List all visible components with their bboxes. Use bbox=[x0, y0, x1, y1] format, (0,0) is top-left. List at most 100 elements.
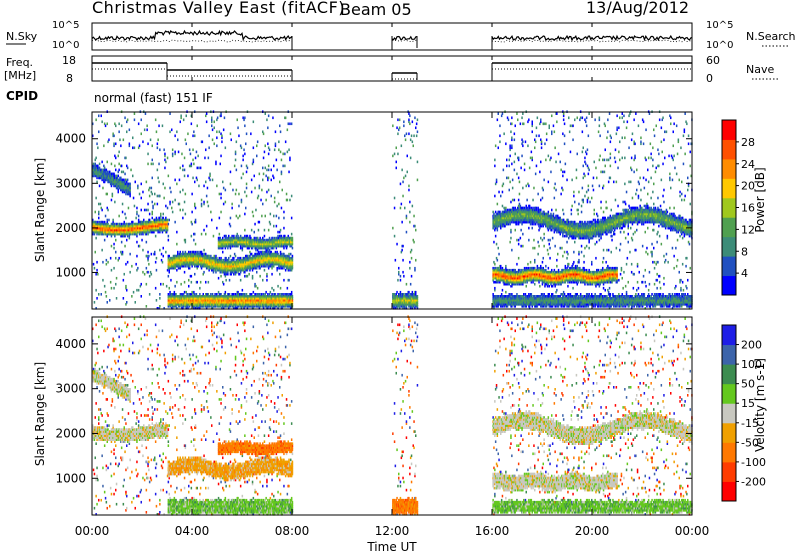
nsky-trace bbox=[91, 29, 293, 42]
power-cell bbox=[262, 202, 264, 206]
power-cell bbox=[147, 142, 149, 146]
power-cell bbox=[227, 242, 229, 246]
power-cell bbox=[214, 264, 216, 268]
power-cell bbox=[282, 164, 284, 168]
power-cell bbox=[140, 208, 142, 212]
power-cell bbox=[158, 226, 160, 230]
power-cell bbox=[240, 266, 243, 270]
power-cell bbox=[184, 256, 187, 260]
power-cell bbox=[182, 307, 184, 310]
power-cell bbox=[202, 305, 204, 308]
power-cell bbox=[213, 126, 215, 130]
nsearch-label: N.Search bbox=[746, 30, 796, 43]
power-cell bbox=[104, 226, 107, 230]
power-cell bbox=[232, 303, 234, 306]
power-cell bbox=[193, 258, 195, 262]
power-cell bbox=[192, 158, 194, 162]
power-cell bbox=[252, 146, 255, 150]
power-cell bbox=[224, 258, 227, 262]
power-cell bbox=[226, 260, 228, 264]
power-cell bbox=[221, 258, 223, 262]
power-cell bbox=[95, 236, 97, 240]
power-cell bbox=[206, 266, 209, 270]
power-cell bbox=[158, 222, 160, 226]
power-cell bbox=[187, 174, 189, 178]
power-cell bbox=[220, 274, 222, 278]
power-cell bbox=[186, 252, 188, 256]
power-cell bbox=[239, 299, 241, 302]
power-cell bbox=[119, 186, 121, 190]
power-cell bbox=[125, 190, 127, 194]
power-cell bbox=[174, 295, 176, 298]
power-cell bbox=[239, 262, 242, 266]
power-cell bbox=[113, 176, 115, 180]
power-cell bbox=[242, 238, 244, 242]
power-cell bbox=[199, 297, 201, 300]
power-cell bbox=[415, 228, 417, 232]
power-cell bbox=[241, 288, 244, 292]
power-cell bbox=[221, 266, 223, 270]
power-cell bbox=[176, 299, 178, 302]
power-cell bbox=[131, 226, 133, 230]
power-cell bbox=[121, 252, 124, 256]
power-cell bbox=[219, 297, 221, 300]
power-cell bbox=[226, 238, 228, 242]
power-cell bbox=[510, 228, 512, 232]
power-cell bbox=[137, 226, 139, 230]
power-cell bbox=[114, 222, 116, 226]
power-cell bbox=[188, 293, 191, 296]
power-cell bbox=[232, 295, 234, 298]
power-cell bbox=[140, 182, 142, 186]
power-cell bbox=[216, 293, 218, 296]
power-cell bbox=[206, 305, 209, 308]
power-cell bbox=[181, 254, 183, 258]
power-cell bbox=[170, 303, 172, 306]
power-cell bbox=[137, 222, 139, 226]
power-cell bbox=[186, 299, 188, 302]
power-cell bbox=[191, 222, 193, 226]
power-cell bbox=[187, 252, 189, 256]
power-cell bbox=[160, 214, 162, 218]
power-cell bbox=[102, 174, 104, 178]
power-cell bbox=[234, 268, 237, 272]
power-cell bbox=[201, 254, 204, 258]
power-cell bbox=[211, 305, 213, 308]
power-cell bbox=[93, 230, 96, 234]
power-cell bbox=[194, 252, 197, 256]
power-cell bbox=[92, 168, 95, 172]
power-cell bbox=[99, 176, 102, 180]
power-cell bbox=[244, 303, 246, 306]
power-cell bbox=[187, 299, 189, 302]
power-cell bbox=[198, 184, 200, 188]
power-cell bbox=[231, 260, 233, 264]
power-cell bbox=[193, 254, 195, 258]
power-cell bbox=[179, 258, 181, 262]
power-cell bbox=[152, 230, 154, 234]
power-cell bbox=[187, 303, 189, 306]
power-cell bbox=[404, 134, 406, 138]
power-cell bbox=[188, 262, 190, 266]
power-cell bbox=[180, 293, 182, 296]
power-cell bbox=[239, 246, 242, 250]
power-cell bbox=[222, 250, 224, 254]
power-cell bbox=[237, 242, 239, 246]
power-cell bbox=[102, 222, 104, 226]
power-cell bbox=[205, 303, 207, 306]
power-cell bbox=[264, 166, 266, 170]
power-cell bbox=[104, 174, 107, 178]
power-cell bbox=[92, 170, 95, 174]
power-cell bbox=[202, 256, 204, 260]
power-cell bbox=[245, 303, 247, 306]
power-cell bbox=[248, 272, 250, 276]
power-cell bbox=[177, 252, 179, 256]
power-cell bbox=[139, 228, 142, 232]
power-cell bbox=[277, 230, 279, 234]
power-cell bbox=[198, 262, 200, 266]
power-cell bbox=[161, 226, 164, 230]
power-cell bbox=[197, 297, 199, 300]
power-cell bbox=[140, 222, 142, 226]
power-cell bbox=[121, 186, 124, 190]
power-cell bbox=[135, 226, 137, 230]
power-cell bbox=[506, 164, 508, 168]
power-cell bbox=[219, 299, 221, 302]
